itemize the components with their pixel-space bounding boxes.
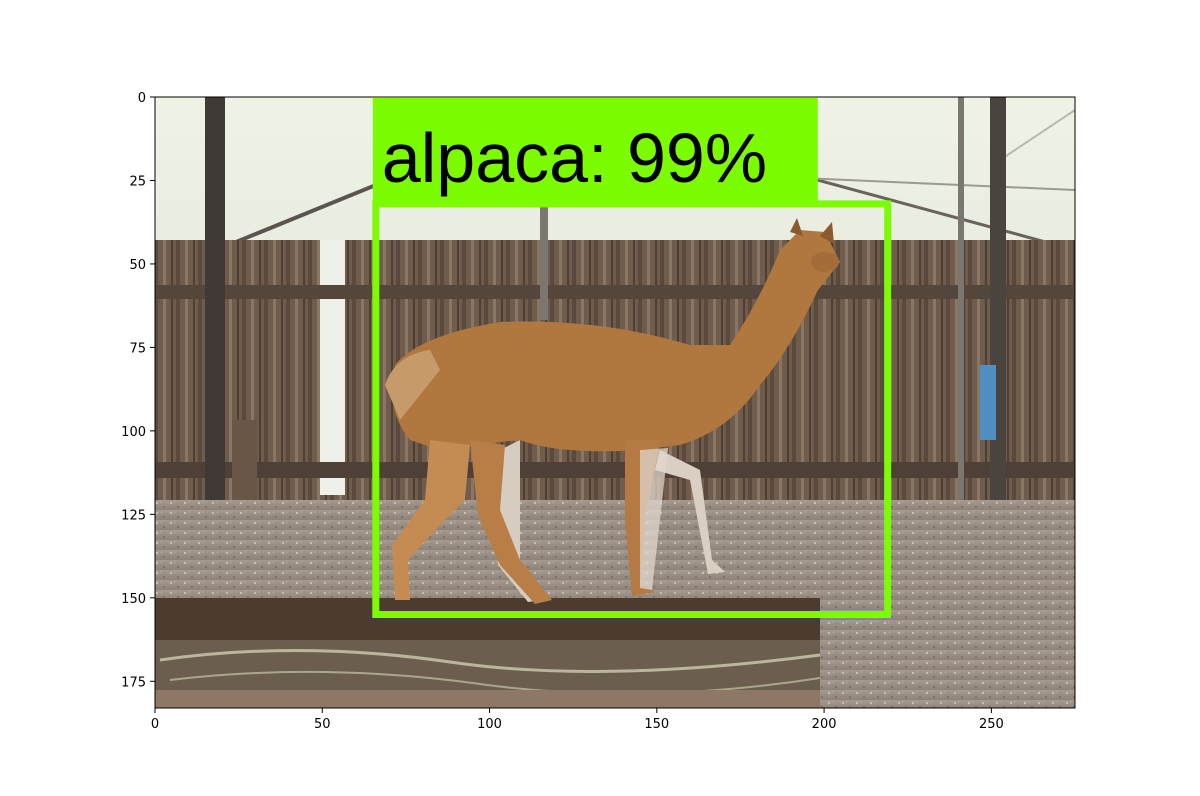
x-axis: 0 50 100 150 200 250 xyxy=(151,708,1004,732)
x-tick-label: 250 xyxy=(979,717,1004,732)
x-tick-label: 200 xyxy=(812,717,837,732)
x-tick-label: 100 xyxy=(477,717,502,732)
y-tick-label: 150 xyxy=(121,592,146,607)
y-tick-label: 125 xyxy=(121,508,146,523)
x-tick-label: 50 xyxy=(314,717,331,732)
y-tick-label: 100 xyxy=(121,425,146,440)
detection-label: alpaca: 99% xyxy=(382,119,767,197)
y-axis: 0 25 50 75 100 125 150 175 xyxy=(121,91,155,690)
axes-frame xyxy=(154,96,1076,709)
y-tick-label: 50 xyxy=(129,258,146,273)
y-tick-label: 175 xyxy=(121,675,146,690)
y-tick-label: 25 xyxy=(129,174,146,189)
y-tick-label: 75 xyxy=(129,341,146,356)
x-tick-label: 0 xyxy=(151,717,159,732)
y-tick-label: 0 xyxy=(138,91,146,106)
alpaca-figure xyxy=(385,218,840,604)
detection-label-background xyxy=(372,98,818,206)
x-tick-label: 150 xyxy=(644,717,669,732)
